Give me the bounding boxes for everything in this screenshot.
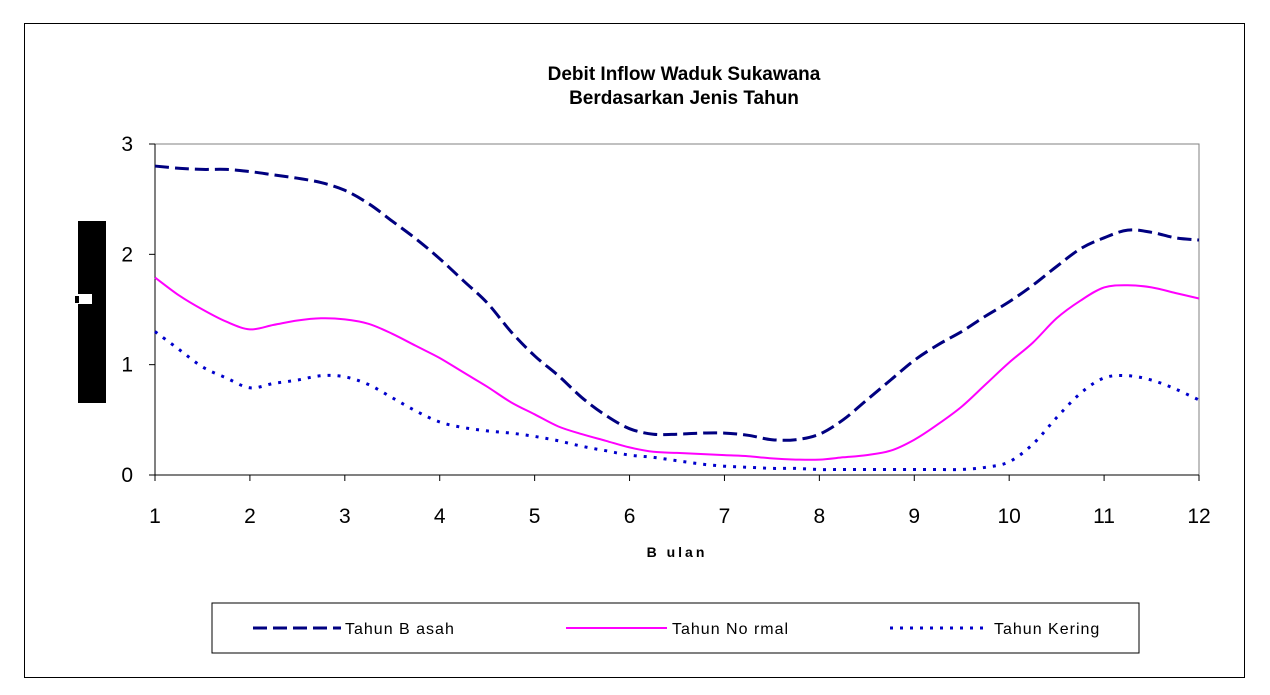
- y-tick-label: 0: [121, 464, 133, 487]
- plot-area: [154, 143, 1200, 476]
- x-tick-label: 6: [624, 505, 636, 528]
- legend: Tahun B asah Tahun No rmal Tahun Kering: [211, 602, 1140, 654]
- y-tick-label: 1: [121, 354, 133, 377]
- x-tick-label: 3: [339, 505, 351, 528]
- y-tick-label: 3: [121, 133, 133, 156]
- chart-title-line-2: Berdasarkan Jenis Tahun: [569, 88, 799, 109]
- redaction-notch-mark: [75, 296, 79, 303]
- x-tick-label: 12: [1187, 505, 1210, 528]
- x-tick-label: 11: [1093, 505, 1115, 528]
- series-layer: [154, 164, 1200, 472]
- chart-title-line-1: Debit Inflow Waduk Sukawana: [548, 64, 821, 85]
- x-tick-label: 8: [814, 505, 826, 528]
- x-tick-label: 5: [529, 505, 541, 528]
- series-line-2: [154, 276, 1200, 461]
- legend-label-1: Tahun B asah: [345, 621, 455, 638]
- x-tick-label: 4: [434, 505, 446, 528]
- series-line-3: [154, 330, 1200, 472]
- x-axis-label: B ulan: [647, 544, 708, 560]
- redaction-notch: [76, 294, 92, 304]
- x-tick-label: 7: [719, 505, 731, 528]
- x-tick-label: 9: [908, 505, 920, 528]
- x-axis: 1 2 3 4 5 6 7 8 9 10 11 12: [149, 474, 1211, 528]
- legend-box: [211, 602, 1140, 654]
- y-axis: 0 1 2 3: [121, 133, 156, 487]
- x-tick-label: 1: [149, 505, 161, 528]
- redacted-y-axis-label: [78, 221, 106, 403]
- x-tick-label: 10: [998, 505, 1021, 528]
- x-tick-label: 2: [244, 505, 256, 528]
- legend-label-3: Tahun Kering: [994, 621, 1100, 638]
- legend-items: Tahun B asah Tahun No rmal Tahun Kering: [253, 621, 1100, 638]
- series-line-1: [154, 164, 1200, 442]
- legend-label-2: Tahun No rmal: [672, 621, 789, 638]
- y-tick-label: 2: [121, 243, 133, 266]
